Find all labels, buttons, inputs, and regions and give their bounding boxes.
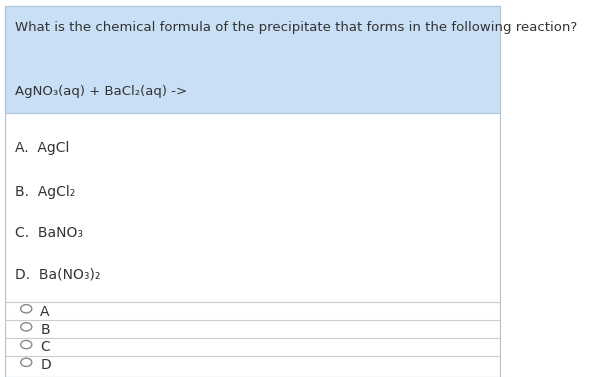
Text: D.  Ba(NO₃)₂: D. Ba(NO₃)₂ <box>15 268 100 282</box>
FancyBboxPatch shape <box>5 6 499 113</box>
Text: A: A <box>40 305 50 319</box>
Text: C: C <box>40 340 50 354</box>
Text: C.  BaNO₃: C. BaNO₃ <box>15 226 83 240</box>
Text: A.  AgCl: A. AgCl <box>15 141 69 155</box>
Text: D: D <box>40 358 51 372</box>
Text: What is the chemical formula of the precipitate that forms in the following reac: What is the chemical formula of the prec… <box>15 21 577 34</box>
Text: B: B <box>40 323 50 337</box>
Text: B.  AgCl₂: B. AgCl₂ <box>15 185 76 199</box>
Text: AgNO₃(aq) + BaCl₂(aq) ->: AgNO₃(aq) + BaCl₂(aq) -> <box>15 85 187 98</box>
